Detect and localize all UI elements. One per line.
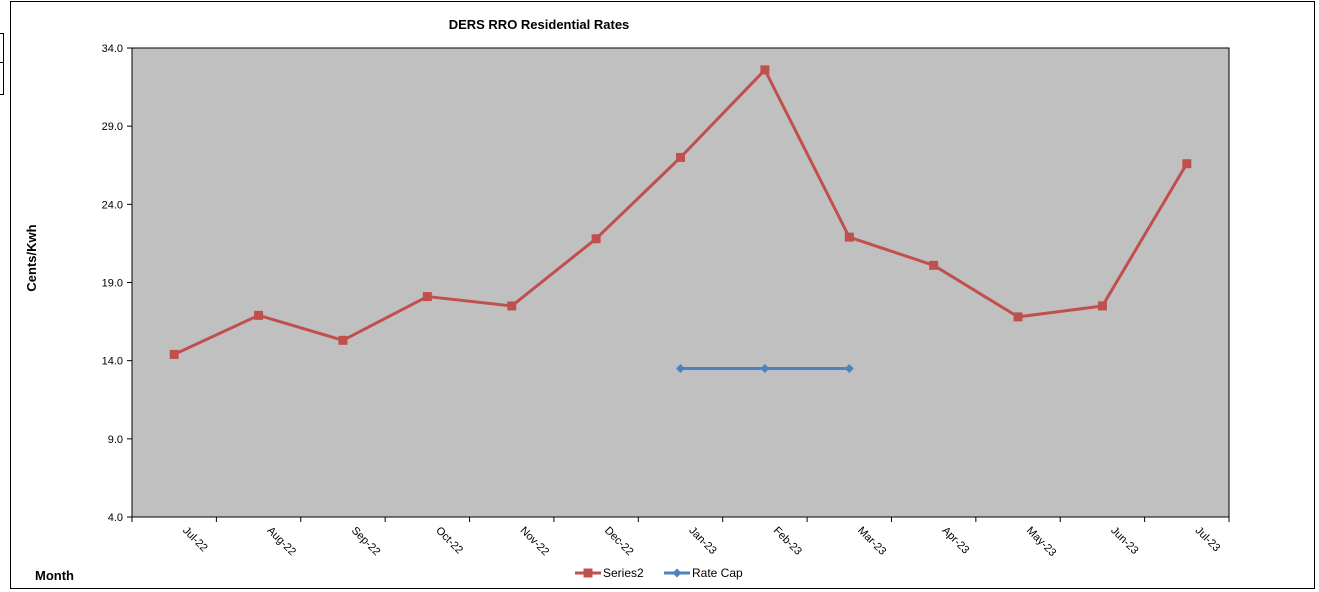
x-tick-label: Dec-22 — [602, 525, 636, 559]
y-tick-label: 19.0 — [102, 278, 123, 290]
x-tick-label: Jan-23 — [686, 525, 718, 557]
data-point — [507, 301, 517, 311]
data-point — [676, 152, 685, 162]
left-edge-mark — [0, 33, 4, 95]
y-tick-label: 29.0 — [102, 121, 123, 133]
x-tick-label: Sep-22 — [349, 525, 383, 559]
data-point — [760, 363, 770, 373]
x-tick-label: Oct-22 — [433, 525, 465, 557]
legend-item: Series2 — [575, 566, 644, 580]
x-axis: Jul-22 Aug-22 Sep-22 Oct-22 Nov-22 Dec-22 Jan-… — [131, 517, 1230, 559]
x-tick-label: Jun-23 — [1108, 525, 1140, 557]
data-point — [1097, 301, 1107, 311]
data-point — [1182, 159, 1192, 169]
y-tick-label: 9.0 — [108, 434, 123, 446]
data-point — [338, 335, 348, 345]
data-point — [1013, 312, 1023, 322]
legend: Series2 Rate Cap — [575, 566, 743, 580]
x-tick-label: Aug-22 — [264, 525, 298, 559]
x-tick-label: Mar-23 — [855, 525, 888, 558]
x-tick-label: Apr-23 — [940, 525, 972, 557]
y-tick-label: 24.0 — [102, 199, 123, 211]
data-point — [169, 349, 179, 359]
chart-frame — [10, 1, 1315, 589]
series-series2 — [169, 65, 1192, 359]
data-point — [844, 232, 854, 242]
legend-label: Series2 — [603, 566, 644, 580]
series-layer — [169, 65, 1192, 373]
x-tick-label: May-23 — [1024, 525, 1058, 559]
series-rate-cap — [676, 363, 854, 373]
legend-swatch-marker — [583, 568, 593, 578]
x-tick-label: Jul-23 — [1193, 525, 1223, 555]
data-point — [422, 292, 432, 302]
x-tick-label: Feb-23 — [771, 525, 804, 558]
x-tick-label: Nov-22 — [518, 525, 552, 559]
data-point — [844, 363, 854, 373]
y-axis-label: Cents/Kwh — [24, 224, 39, 291]
x-axis-label: Month — [35, 568, 74, 583]
chart-title: DERS RRO Residential Rates — [449, 17, 630, 32]
data-point — [760, 65, 770, 75]
legend-item: Rate Cap — [664, 566, 743, 580]
y-axis: 4.0 9.0 14.0 19.0 24.0 29.0 34.0 — [102, 43, 132, 524]
x-tick-label: Jul-22 — [180, 525, 210, 555]
data-point — [929, 260, 939, 270]
plot-area — [131, 47, 1230, 518]
legend-label: Rate Cap — [692, 566, 743, 580]
data-point — [254, 310, 264, 320]
y-tick-label: 4.0 — [108, 512, 123, 524]
data-point — [676, 363, 685, 373]
y-tick-label: 34.0 — [102, 43, 123, 55]
data-point — [591, 234, 601, 244]
legend-swatch-marker — [672, 568, 682, 578]
y-tick-label: 14.0 — [102, 356, 123, 368]
